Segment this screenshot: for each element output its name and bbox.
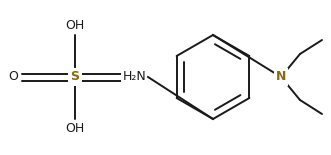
Text: OH: OH — [66, 19, 85, 32]
Text: H₂N: H₂N — [122, 71, 146, 84]
Text: N: N — [276, 71, 286, 84]
Text: O: O — [8, 71, 18, 84]
Text: OH: OH — [66, 122, 85, 135]
Text: S: S — [71, 71, 79, 84]
Text: O: O — [132, 71, 142, 84]
